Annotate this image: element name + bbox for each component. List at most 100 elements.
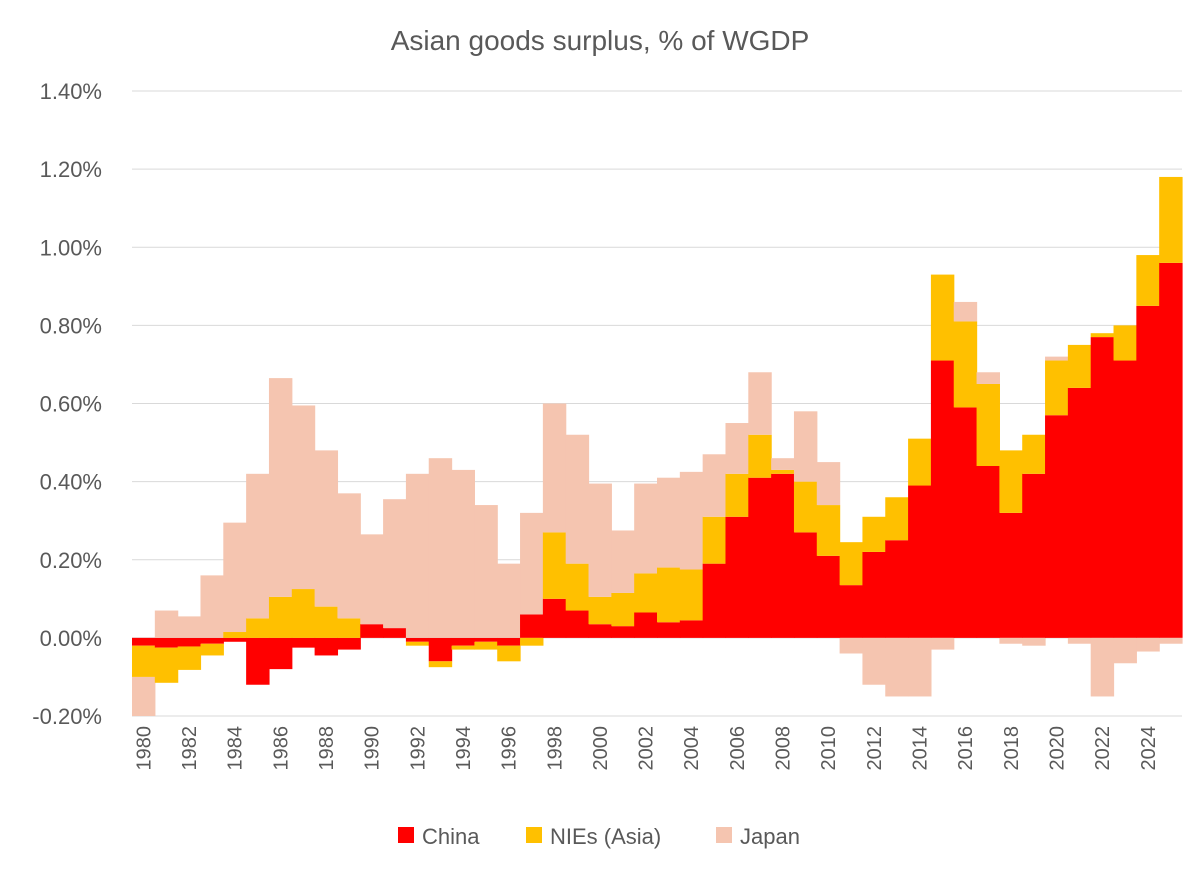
bar-nies-asia-1993 — [428, 661, 453, 668]
bar-nies-asia-1982 — [177, 646, 202, 670]
legend-swatch — [526, 827, 542, 843]
legend-swatch — [716, 827, 732, 843]
bar-nies-asia-2006 — [725, 473, 749, 517]
bar-china-2014 — [908, 485, 932, 638]
x-tick-label: 1994 — [453, 726, 475, 771]
x-axis: 1980 1982 1984 1986 1988 1990 1992 1994 1996 1998… — [133, 726, 1159, 771]
bar-nies-asia-2024 — [1136, 255, 1160, 306]
bar-nies-asia-1996 — [497, 645, 521, 662]
bar-nies-asia-2008 — [771, 469, 795, 474]
bar-china-2017 — [976, 466, 1000, 638]
x-tick-label: 1982 — [179, 726, 201, 771]
bar-japan-2025 — [1159, 637, 1183, 644]
legend-label: China — [422, 824, 480, 849]
x-tick-label: 2000 — [590, 726, 612, 771]
x-tick-label: 2008 — [773, 726, 795, 771]
bar-china-2025 — [1159, 262, 1183, 638]
bar-japan-2003 — [657, 477, 681, 568]
bar-japan-1984 — [223, 522, 247, 633]
bar-nies-asia-2002 — [634, 573, 658, 613]
bar-japan-2002 — [634, 483, 658, 574]
bar-japan-2013 — [885, 637, 909, 697]
bar-japan-2020 — [1045, 356, 1069, 361]
bar-china-1999 — [565, 610, 590, 638]
bar-china-2003 — [657, 622, 681, 638]
bar-nies-asia-2013 — [885, 497, 909, 541]
bar-nies-asia-2018 — [999, 450, 1023, 513]
bar-china-2016 — [953, 407, 978, 638]
y-tick-label: 0.20% — [40, 548, 102, 573]
bar-nies-asia-1995 — [474, 641, 498, 650]
bar-china-1983 — [200, 637, 224, 644]
bar-nies-asia-2000 — [588, 596, 612, 625]
bar-japan-2007 — [748, 372, 772, 435]
bar-nies-asia-1985 — [246, 618, 270, 638]
bar-japan-1995 — [474, 505, 498, 638]
bar-nies-asia-2016 — [953, 321, 978, 408]
bar-nies-asia-2003 — [657, 567, 681, 623]
bar-china-2006 — [725, 516, 749, 638]
bar-japan-2017 — [976, 372, 1000, 384]
bar-japan-1982 — [177, 616, 202, 638]
bar-nies-asia-2023 — [1113, 325, 1137, 361]
bar-japan-2004 — [679, 471, 704, 570]
bar-china-2013 — [885, 540, 909, 638]
bar-nies-asia-1984 — [223, 632, 247, 638]
bar-china-2009 — [793, 532, 818, 638]
bar-japan-2023 — [1113, 637, 1137, 664]
bar-japan-1993 — [428, 458, 453, 638]
bar-china-2007 — [748, 477, 772, 638]
bar-japan-2000 — [588, 483, 612, 597]
x-tick-label: 2004 — [681, 726, 703, 771]
bar-japan-1999 — [565, 434, 590, 564]
bar-china-1985 — [246, 637, 270, 685]
y-tick-label: 0.80% — [40, 313, 102, 338]
bar-japan-1991 — [383, 499, 407, 629]
y-tick-label: 0.40% — [40, 470, 102, 495]
bar-china-2004 — [679, 620, 704, 638]
x-tick-label: 1986 — [270, 726, 292, 771]
bar-nies-asia-2011 — [839, 542, 864, 586]
bar-nies-asia-1983 — [200, 643, 224, 656]
bar-china-1990 — [360, 624, 384, 638]
bar-china-1998 — [542, 598, 567, 638]
x-tick-label: 1990 — [362, 726, 384, 771]
bar-china-2020 — [1045, 415, 1069, 638]
bar-japan-2018 — [999, 637, 1023, 644]
x-tick-label: 2006 — [727, 726, 749, 771]
legend-label: Japan — [740, 824, 800, 849]
bar-japan-1981 — [154, 610, 179, 638]
bar-nies-asia-2021 — [1067, 344, 1092, 388]
bar-japan-1992 — [405, 473, 430, 638]
x-tick-label: 2010 — [818, 726, 840, 771]
bar-china-2019 — [1022, 473, 1046, 638]
bar-china-1987 — [291, 637, 316, 648]
y-axis: -0.20% 0.00% 0.20% 0.40% 0.60% 0.80% 1.00% 1.20… — [32, 79, 102, 729]
bar-japan-2001 — [611, 530, 635, 593]
x-tick-label: 2020 — [1046, 726, 1068, 771]
bar-china-2002 — [634, 612, 658, 638]
bar-china-2023 — [1113, 360, 1137, 638]
bar-china-1981 — [154, 637, 179, 648]
bar-china-1980 — [132, 637, 156, 646]
bar-nies-asia-2005 — [702, 516, 727, 564]
bar-japan-1997 — [520, 512, 544, 615]
bar-nies-asia-2009 — [793, 481, 818, 533]
x-tick-label: 2024 — [1138, 726, 1160, 771]
bar-china-1997 — [520, 614, 544, 638]
bar-nies-asia-1994 — [451, 645, 475, 650]
bar-japan-1994 — [451, 469, 475, 638]
bar-nies-asia-2025 — [1159, 176, 1183, 263]
x-tick-label: 1992 — [407, 726, 429, 771]
bar-japan-1990 — [360, 534, 384, 625]
x-tick-label: 2002 — [636, 726, 658, 771]
bar-japan-1998 — [542, 403, 567, 533]
bar-nies-asia-2020 — [1045, 360, 1069, 416]
bar-japan-2012 — [862, 637, 886, 685]
bar-china-2011 — [839, 585, 864, 638]
x-tick-label: 1998 — [544, 726, 566, 771]
x-tick-label: 1988 — [316, 726, 338, 771]
bar-japan-2024 — [1136, 637, 1160, 652]
bar-japan-1983 — [200, 575, 224, 638]
bar-china-1994 — [451, 637, 475, 646]
